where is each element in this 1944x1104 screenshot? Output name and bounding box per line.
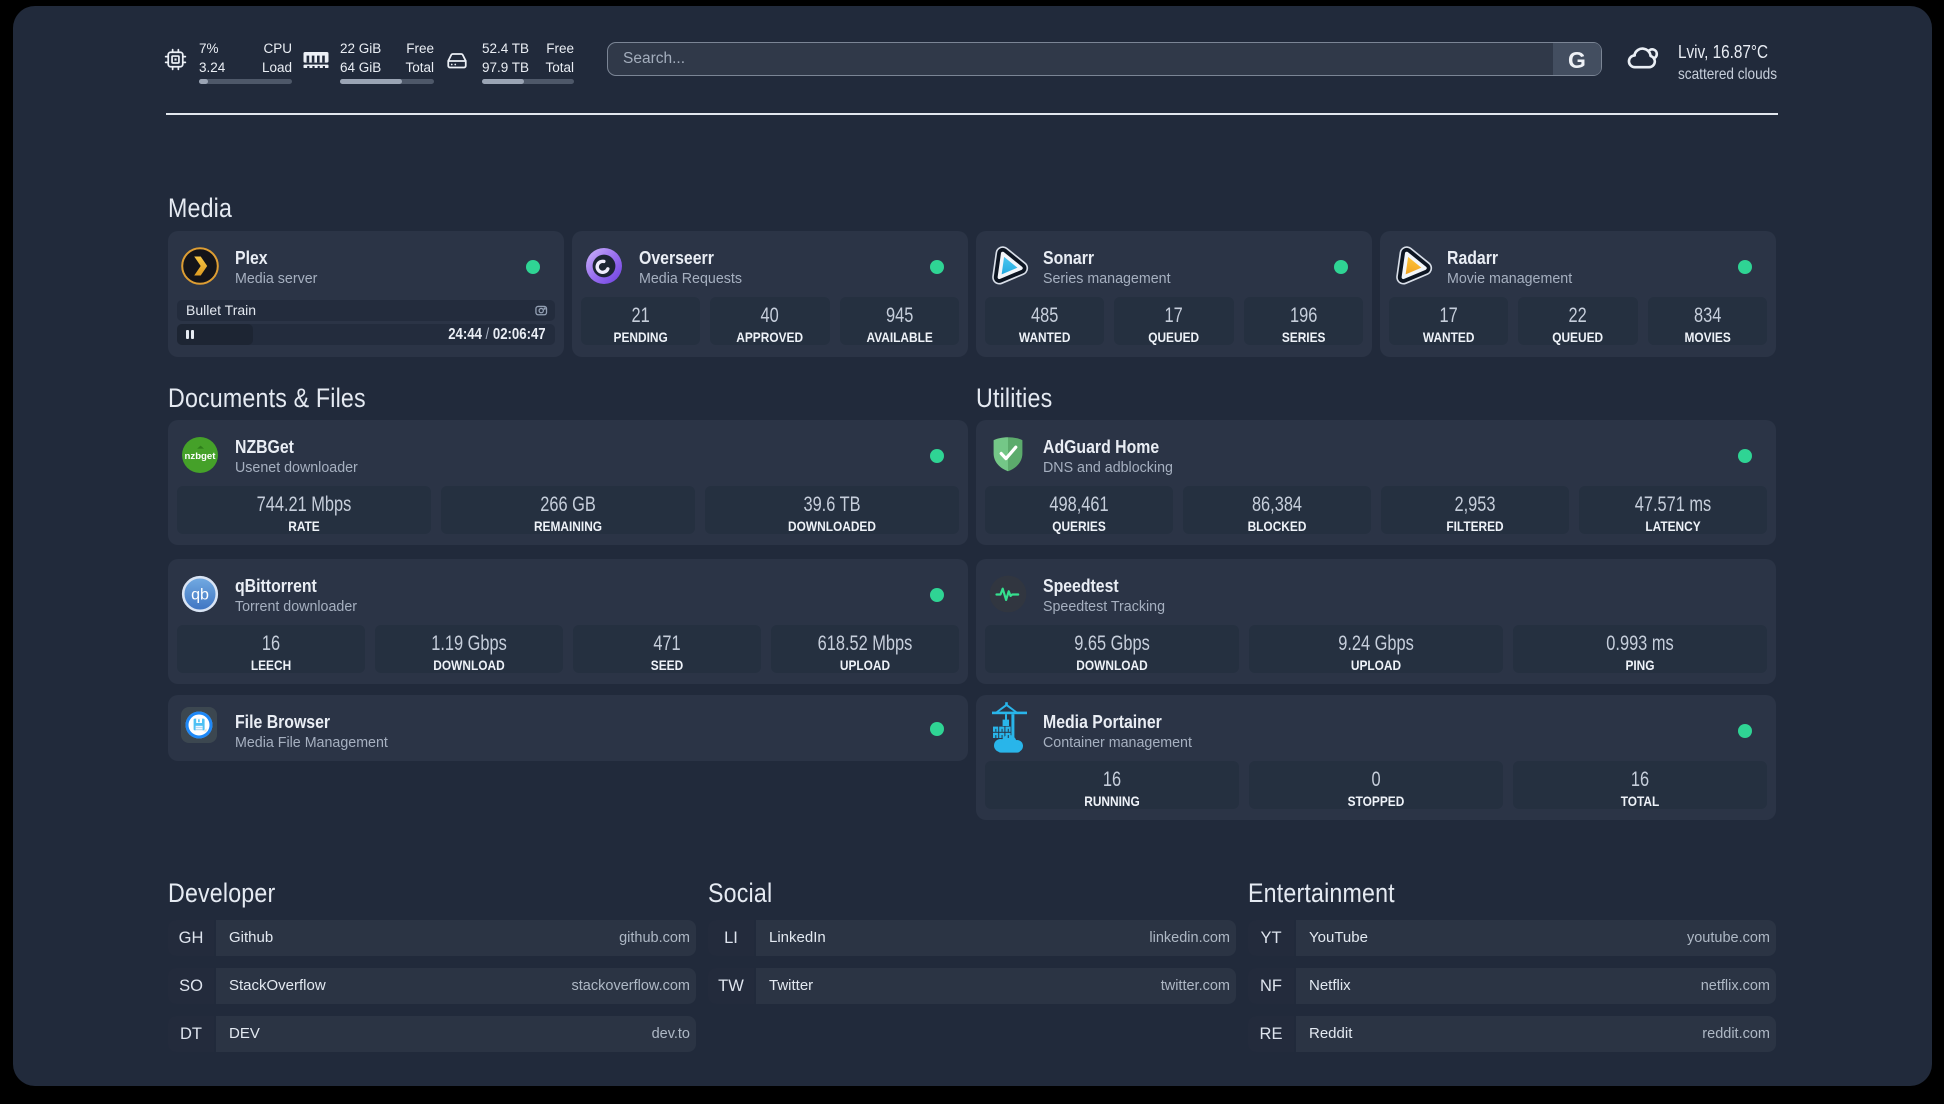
svg-text:nzbget: nzbget [185,451,217,462]
svg-text:qb: qb [191,587,209,604]
